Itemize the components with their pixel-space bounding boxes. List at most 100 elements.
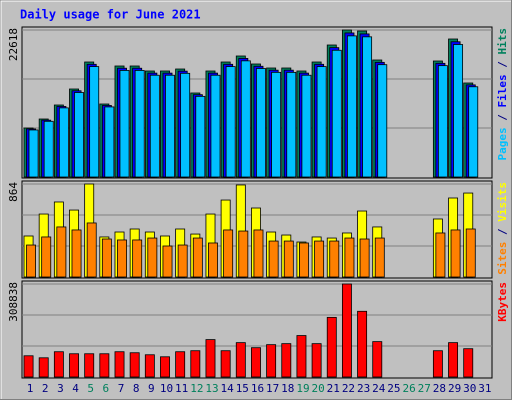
legend-separator: / (496, 222, 509, 242)
x-tick-label: 9 (148, 382, 155, 395)
bar (357, 310, 368, 378)
x-tick-label: 1 (27, 382, 34, 395)
bar (437, 65, 448, 178)
bar (374, 237, 385, 278)
bar (53, 351, 64, 378)
bar (286, 71, 297, 178)
bar (271, 71, 282, 178)
x-tick-label: 4 (72, 382, 79, 395)
bar (114, 351, 125, 378)
bar (329, 240, 340, 278)
bar (448, 342, 459, 378)
bar (38, 357, 49, 378)
bar (43, 120, 54, 178)
bar (101, 238, 112, 278)
legend: KBytes (496, 282, 509, 322)
bar (235, 342, 246, 378)
legend-entry: Visits (496, 182, 509, 222)
x-tick-label: 27 (418, 382, 431, 395)
x-tick-label: 13 (205, 382, 218, 395)
legend-entry: Pages (496, 127, 509, 160)
x-tick-label: 31 (478, 382, 491, 395)
x-tick-label: 21 (327, 382, 340, 395)
bar (432, 350, 443, 378)
bar (362, 36, 373, 178)
bar (331, 49, 342, 178)
bar (162, 245, 173, 278)
x-tick-label: 22 (342, 382, 355, 395)
bar (89, 66, 100, 178)
x-tick-label: 6 (103, 382, 110, 395)
bar (208, 242, 218, 278)
bar (346, 35, 357, 178)
bar (160, 356, 170, 378)
y-tick-label: 308838 (7, 282, 20, 322)
bar (311, 343, 322, 378)
bar (147, 237, 158, 278)
legend: Sites / Visits (496, 182, 509, 275)
bar (283, 240, 294, 278)
bar (195, 95, 206, 178)
x-tick-label: 16 (251, 382, 264, 395)
bar (344, 237, 355, 278)
bar (450, 229, 461, 278)
x-tick-label: 28 (433, 382, 446, 395)
x-tick-label: 10 (160, 382, 173, 395)
bar (341, 283, 352, 378)
bar (192, 237, 203, 278)
x-tick-label: 24 (372, 382, 386, 395)
bar (268, 240, 279, 278)
bar (372, 341, 383, 378)
bar (144, 354, 155, 378)
legend: Pages / Files / Hits (496, 28, 509, 161)
bar (377, 64, 388, 178)
x-tick-label: 7 (118, 382, 125, 395)
x-tick-label: 23 (357, 382, 370, 395)
bar (165, 74, 175, 178)
x-tick-label: 18 (281, 382, 294, 395)
bar (223, 229, 234, 278)
bar (119, 70, 130, 178)
x-tick-label: 2 (42, 382, 49, 395)
bar (177, 244, 188, 278)
bar (134, 70, 145, 178)
bar (435, 232, 446, 278)
bar (296, 335, 307, 378)
bar (463, 348, 474, 378)
bar (149, 74, 160, 178)
y-tick-label: 22618 (7, 28, 20, 61)
bar (56, 226, 67, 278)
bar (256, 68, 266, 178)
legend-entry: Files (496, 74, 509, 107)
x-tick-label: 17 (266, 382, 279, 395)
legend-entry: Hits (496, 28, 509, 55)
x-tick-label: 25 (387, 382, 400, 395)
bar (220, 350, 231, 378)
bar (41, 236, 52, 278)
x-tick-label: 19 (296, 382, 309, 395)
bar (299, 242, 309, 278)
bar (468, 86, 479, 178)
bar (69, 353, 79, 378)
bar (104, 106, 115, 178)
x-tick-label: 15 (236, 382, 249, 395)
x-tick-label: 30 (463, 382, 476, 395)
legend-separator: / (496, 108, 509, 128)
x-tick-label: 12 (190, 382, 203, 395)
x-tick-label: 3 (57, 382, 64, 395)
bar (359, 238, 370, 278)
x-tick-label: 20 (312, 382, 325, 395)
x-tick-label: 29 (448, 382, 461, 395)
bar (74, 92, 84, 178)
bar (99, 353, 110, 378)
bar (86, 222, 97, 278)
bar (316, 66, 327, 178)
chart-title: Daily usage for June 2021 (20, 8, 201, 22)
x-tick-label: 14 (221, 382, 235, 395)
bar (132, 239, 143, 278)
x-tick-label: 11 (175, 382, 188, 395)
bar (190, 350, 201, 378)
x-tick-label: 8 (133, 382, 140, 395)
bar (175, 351, 186, 378)
